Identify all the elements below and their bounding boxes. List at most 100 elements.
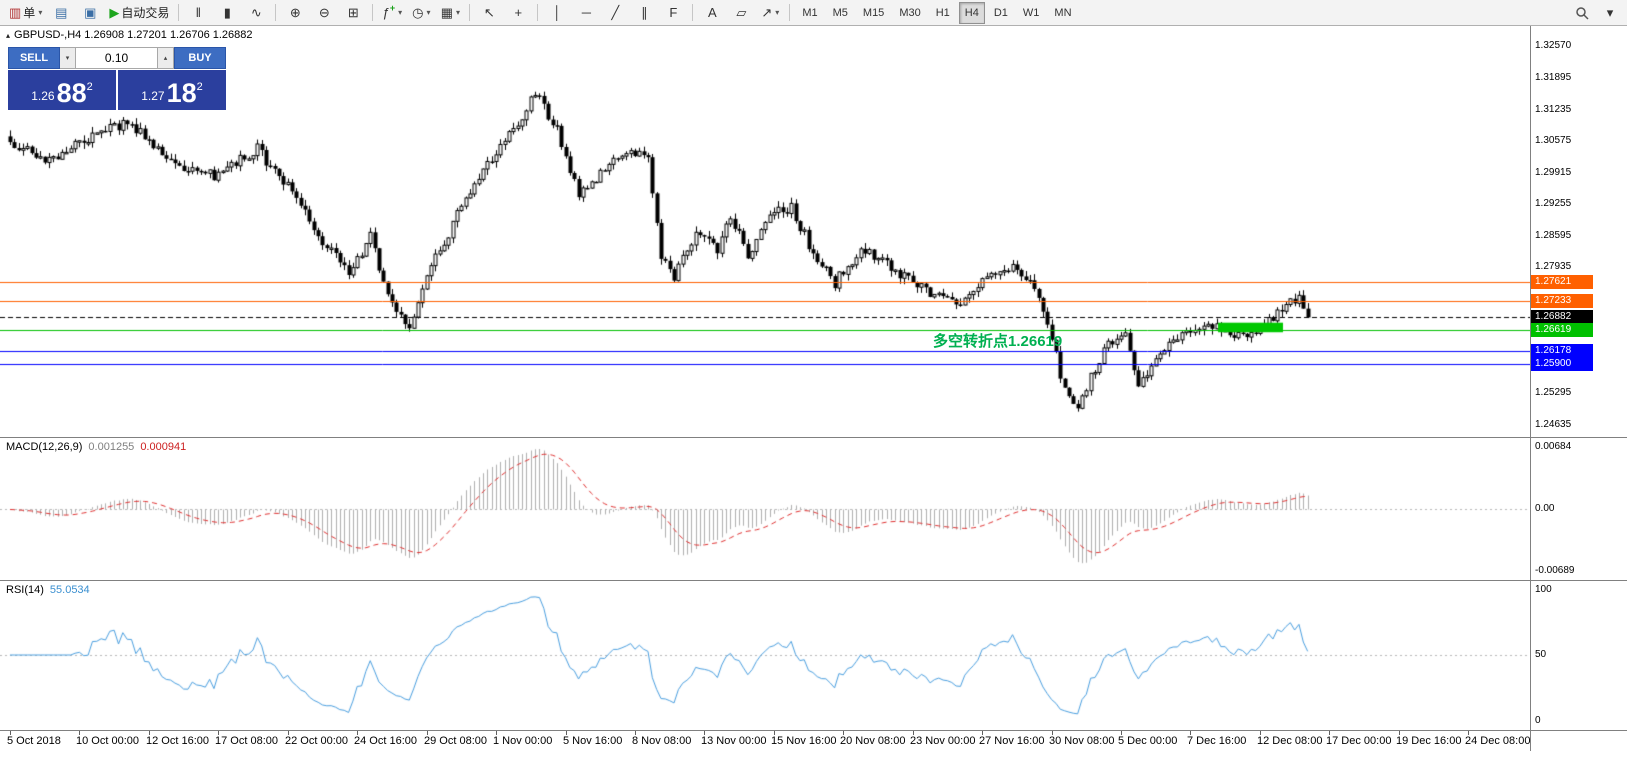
price-scale[interactable]: 1.32570 1.31895 1.31235 1.30575 1.29915 1.292… — [1530, 26, 1627, 437]
time-axis-label: 19 Dec 16:00 — [1396, 735, 1462, 747]
arrows-tool-icon: ↗ — [761, 5, 773, 20]
time-axis-tick — [704, 731, 705, 735]
indicators-button-dropdown-icon[interactable]: ▾ — [398, 8, 403, 17]
search-button[interactable] — [1568, 1, 1596, 24]
time-axis-label: 27 Nov 16:00 — [979, 735, 1045, 747]
crosshair-tool-button[interactable]: + — [504, 1, 532, 24]
timeframe-mn-button[interactable]: MN — [1048, 2, 1077, 24]
time-axis-label: 5 Nov 16:00 — [563, 735, 623, 747]
time-axis-tick — [357, 731, 358, 735]
lot-size-input[interactable]: 0.10 — [76, 47, 158, 69]
sell-button[interactable]: SELL — [8, 47, 60, 69]
autotrading-button[interactable]: ▶ 自动交易 — [105, 1, 173, 24]
trendline-tool-button[interactable]: ╱ — [601, 1, 629, 24]
timeframe-m1-button[interactable]: M1 — [796, 2, 823, 24]
toolbar-group: M1 M5 M15 M30 H1 H4 D1 W1 MN — [793, 1, 1080, 24]
macd-scale[interactable]: 0.00684 0.00 -0.00689 — [1530, 438, 1627, 580]
one-click-collapse-icon[interactable]: ▴ — [6, 30, 11, 40]
zoom-out-icon: ⊖ — [318, 5, 330, 20]
periods-button-dropdown-icon[interactable]: ▾ — [426, 8, 431, 17]
arrows-tool-button-dropdown-icon[interactable]: ▾ — [775, 8, 780, 17]
buy-price-display[interactable]: 1.27 18 2 — [118, 70, 226, 110]
tile-windows-button[interactable]: ⊞ — [339, 1, 367, 24]
templates-button-dropdown-icon[interactable]: ▾ — [455, 8, 460, 17]
scale-tick: 0 — [1535, 715, 1541, 726]
toolbar-group: ↖ + — [473, 1, 534, 24]
buy-button[interactable]: BUY — [174, 47, 226, 69]
timeframe-m15-button-label: M15 — [862, 6, 885, 19]
timeframe-h4-button[interactable]: H4 — [958, 1, 985, 24]
buy-price-prefix: 1.27 — [141, 89, 165, 103]
time-axis-tick — [1260, 731, 1261, 735]
fibonacci-tool-button[interactable]: F — [659, 1, 687, 24]
price-scale-tick: 1.32570 — [1535, 39, 1572, 51]
bar-chart-button[interactable]: ‖ — [184, 1, 212, 24]
autotrading-button-label: 自动交易 — [121, 6, 170, 20]
timeframe-m5-button-label: M5 — [832, 6, 848, 19]
cursor-tool-button[interactable]: ↖ — [475, 1, 503, 24]
templates-button[interactable]: ▦ ▾ — [436, 1, 464, 24]
timeframe-d1-button[interactable]: D1 — [988, 2, 1014, 24]
time-axis-label: 23 Nov 00:00 — [910, 735, 976, 747]
axis-corner — [1530, 731, 1627, 751]
vertical-line-tool-button[interactable]: │ — [543, 1, 571, 24]
timeframe-m5-button[interactable]: M5 — [827, 2, 854, 24]
new-order-button-dropdown-icon[interactable]: ▾ — [38, 8, 43, 17]
toolbar-group: ƒ + ▾ ◷ ▾ ▦ ▾ — [376, 1, 466, 24]
indicators-button[interactable]: ƒ + ▾ — [378, 1, 406, 24]
zoom-in-button[interactable]: ⊕ — [281, 1, 309, 24]
time-axis-label: 17 Dec 00:00 — [1326, 735, 1392, 747]
lot-increase-button[interactable]: ▴ — [158, 47, 174, 69]
rsi-scale[interactable]: 100 50 0 — [1530, 581, 1627, 730]
toolbar-separator — [692, 4, 694, 21]
price-chart-pane: ▴ GBPUSD-,H4 1.26908 1.27201 1.26706 1.2… — [0, 26, 1627, 438]
time-axis-tick — [913, 731, 914, 735]
periods-button[interactable]: ◷ ▾ — [407, 1, 435, 24]
time-axis-tick — [843, 731, 844, 735]
macd-canvas[interactable] — [0, 438, 1530, 579]
price-tag-1.26178: 1.26178 — [1531, 343, 1593, 358]
time-axis-label: 17 Oct 08:00 — [215, 735, 278, 747]
zoom-out-button[interactable]: ⊖ — [310, 1, 338, 24]
timeframe-m15-button[interactable]: M15 — [857, 2, 890, 24]
timeframe-w1-button[interactable]: W1 — [1017, 2, 1046, 24]
time-axis[interactable]: 5 Oct 2018 10 Oct 00:00 12 Oct 16:00 17 Oct… — [0, 731, 1627, 751]
price-tag-1.27621: 1.27621 — [1531, 275, 1593, 290]
sell-price-display[interactable]: 1.26 88 2 — [8, 70, 116, 110]
text-tool-button[interactable]: A — [698, 1, 726, 24]
scale-tick: 100 — [1535, 584, 1552, 595]
time-axis-tick — [218, 731, 219, 735]
price-chart-canvas[interactable] — [0, 26, 1530, 436]
sell-price-prefix: 1.26 — [31, 89, 55, 103]
time-axis-label: 7 Dec 16:00 — [1187, 735, 1247, 747]
rsi-value: 55.0534 — [49, 584, 90, 596]
horizontal-line-tool-button[interactable]: ─ — [572, 1, 600, 24]
new-order-button[interactable]: ▥ 单 ▾ — [5, 1, 46, 24]
timeframe-m30-button[interactable]: M30 — [893, 2, 926, 24]
label-tool-button[interactable]: ▱ — [727, 1, 755, 24]
channel-tool-button[interactable]: ∥ — [630, 1, 658, 24]
symbol-ohlc-text: GBPUSD-,H4 1.26908 1.27201 1.26706 1.268… — [14, 29, 253, 41]
rsi-canvas[interactable] — [0, 581, 1530, 729]
toolbar-separator — [789, 4, 791, 21]
time-axis-label: 12 Oct 16:00 — [146, 735, 209, 747]
time-axis-tick — [427, 731, 428, 735]
profile-button[interactable]: ▣ — [76, 1, 104, 24]
symbol-info: ▴ GBPUSD-,H4 1.26908 1.27201 1.26706 1.2… — [6, 29, 253, 41]
time-axis-tick — [982, 731, 983, 735]
time-axis-tick — [79, 731, 80, 735]
bottom-strip — [0, 751, 1627, 771]
time-axis-tick — [1329, 731, 1330, 735]
lot-dropdown-button[interactable]: ▾ — [60, 47, 76, 69]
candlestick-chart-button[interactable]: ▮ — [213, 1, 241, 24]
chart-window-button[interactable]: ▤ — [47, 1, 75, 24]
toolbar-overflow-button[interactable]: ▾ — [1596, 1, 1624, 24]
time-axis-label: 5 Oct 2018 — [7, 735, 61, 747]
timeframe-h1-button[interactable]: H1 — [930, 2, 956, 24]
line-chart-button[interactable]: ∿ — [242, 1, 270, 24]
search-icon — [1576, 6, 1589, 20]
scale-tick: -0.00689 — [1535, 565, 1575, 576]
label-tool-icon: ▱ — [736, 5, 747, 20]
time-axis-label: 12 Dec 08:00 — [1257, 735, 1323, 747]
arrows-tool-button[interactable]: ↗ ▾ — [756, 1, 784, 24]
